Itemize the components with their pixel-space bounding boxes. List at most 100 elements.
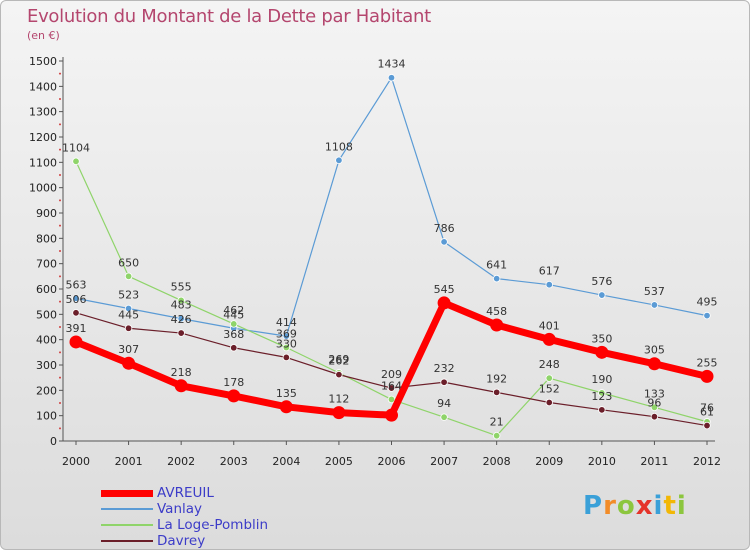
- data-label: 21: [490, 416, 504, 429]
- x-tick-label: 2010: [588, 455, 616, 468]
- y-tick-label: 300: [36, 359, 57, 372]
- y-minor-dot: [59, 224, 61, 227]
- x-tick-label: 2007: [430, 455, 458, 468]
- y-minor-dot: [59, 351, 61, 354]
- data-point: [177, 314, 185, 323]
- data-label: 350: [591, 332, 612, 345]
- y-tick-label: 1000: [29, 182, 57, 195]
- y-tick-label: 200: [36, 384, 57, 397]
- data-label: 483: [171, 299, 192, 312]
- data-label: 96: [647, 397, 661, 410]
- legend-swatch: [101, 489, 153, 497]
- data-label: 209: [381, 368, 402, 381]
- series-line: [75, 77, 708, 337]
- legend-label: AVREUIL: [157, 485, 214, 501]
- data-label: 255: [697, 356, 718, 369]
- data-label: 576: [591, 275, 612, 288]
- legend-label: Davrey: [157, 533, 206, 549]
- data-point: [440, 238, 448, 246]
- y-tick-label: 1400: [29, 80, 57, 93]
- data-label: 495: [697, 296, 718, 309]
- data-point: [703, 421, 711, 430]
- data-point: [72, 157, 80, 166]
- data-point: [387, 384, 396, 392]
- data-point: [387, 395, 396, 404]
- data-point: [124, 272, 133, 281]
- data-point: [335, 156, 343, 165]
- data-point: [177, 329, 185, 337]
- x-tick-label: 2012: [693, 455, 721, 468]
- y-tick-label: 500: [36, 308, 57, 321]
- data-point: [124, 324, 133, 332]
- x-tick-label: 2005: [325, 455, 353, 468]
- data-point: [650, 412, 659, 421]
- data-point: [545, 398, 553, 407]
- y-minor-dot: [59, 300, 61, 303]
- y-minor-dot: [59, 326, 61, 328]
- chart-title: Evolution du Montant de la Dette par Hab…: [27, 6, 431, 27]
- logo-letter: t: [663, 491, 677, 521]
- data-point: [598, 406, 606, 414]
- x-tick-label: 2004: [272, 455, 300, 468]
- data-label: 123: [591, 390, 612, 403]
- data-point: [647, 357, 661, 371]
- x-tick-label: 2000: [62, 455, 90, 468]
- y-tick-label: 1200: [29, 131, 57, 144]
- legend-label: La Loge-Pomblin: [157, 517, 269, 533]
- y-tick-label: 1300: [29, 106, 57, 119]
- data-label: 401: [539, 319, 560, 332]
- data-point: [650, 301, 659, 309]
- x-tick-label: 2003: [220, 455, 248, 468]
- proxiti-logo: Proxiti: [583, 491, 687, 521]
- data-label: 192: [486, 372, 507, 385]
- data-label: 537: [644, 285, 665, 298]
- data-label: 164: [381, 379, 402, 392]
- data-point: [545, 280, 553, 289]
- y-tick-label: 100: [36, 410, 57, 423]
- data-point: [595, 345, 609, 359]
- data-point: [227, 389, 241, 403]
- data-point: [230, 320, 238, 328]
- data-point: [387, 74, 396, 82]
- chart-subtitle: (en €): [27, 29, 60, 42]
- y-tick-label: 800: [36, 232, 57, 245]
- y-tick-label: 400: [36, 334, 57, 347]
- logo-letter: r: [603, 491, 617, 521]
- data-label: 369: [276, 328, 297, 341]
- y-minor-dot: [59, 72, 61, 75]
- legend-swatch: [101, 508, 153, 510]
- data-point: [440, 413, 448, 421]
- data-label: 545: [434, 283, 455, 296]
- data-point: [598, 389, 606, 397]
- data-point: [492, 431, 501, 440]
- x-tick-label: 2002: [167, 455, 195, 468]
- x-tick-label: 2011: [640, 455, 668, 468]
- y-minor-dot: [59, 98, 61, 100]
- y-minor-dot: [59, 376, 61, 379]
- data-label: 414: [276, 316, 297, 329]
- y-minor-dot: [59, 275, 61, 278]
- data-label: 445: [118, 308, 139, 321]
- legend-swatch: [101, 524, 153, 526]
- data-label: 112: [328, 393, 349, 406]
- data-label: 1104: [62, 141, 90, 154]
- data-label: 218: [171, 366, 192, 379]
- data-label: 563: [66, 278, 87, 291]
- x-tick-label: 2006: [378, 455, 406, 468]
- y-minor-dot: [59, 148, 61, 151]
- logo-letter: P: [583, 491, 604, 521]
- data-label: 368: [223, 328, 244, 341]
- data-point: [282, 343, 291, 352]
- data-point: [69, 335, 83, 349]
- data-label: 641: [486, 259, 507, 272]
- data-point: [72, 309, 80, 317]
- data-label: 248: [539, 358, 560, 371]
- data-point: [177, 296, 185, 305]
- data-point: [385, 408, 398, 422]
- y-minor-dot: [59, 427, 61, 430]
- data-point: [332, 406, 346, 420]
- data-label: 506: [66, 293, 87, 306]
- data-point: [598, 291, 606, 299]
- x-tick-label: 2009: [535, 455, 563, 468]
